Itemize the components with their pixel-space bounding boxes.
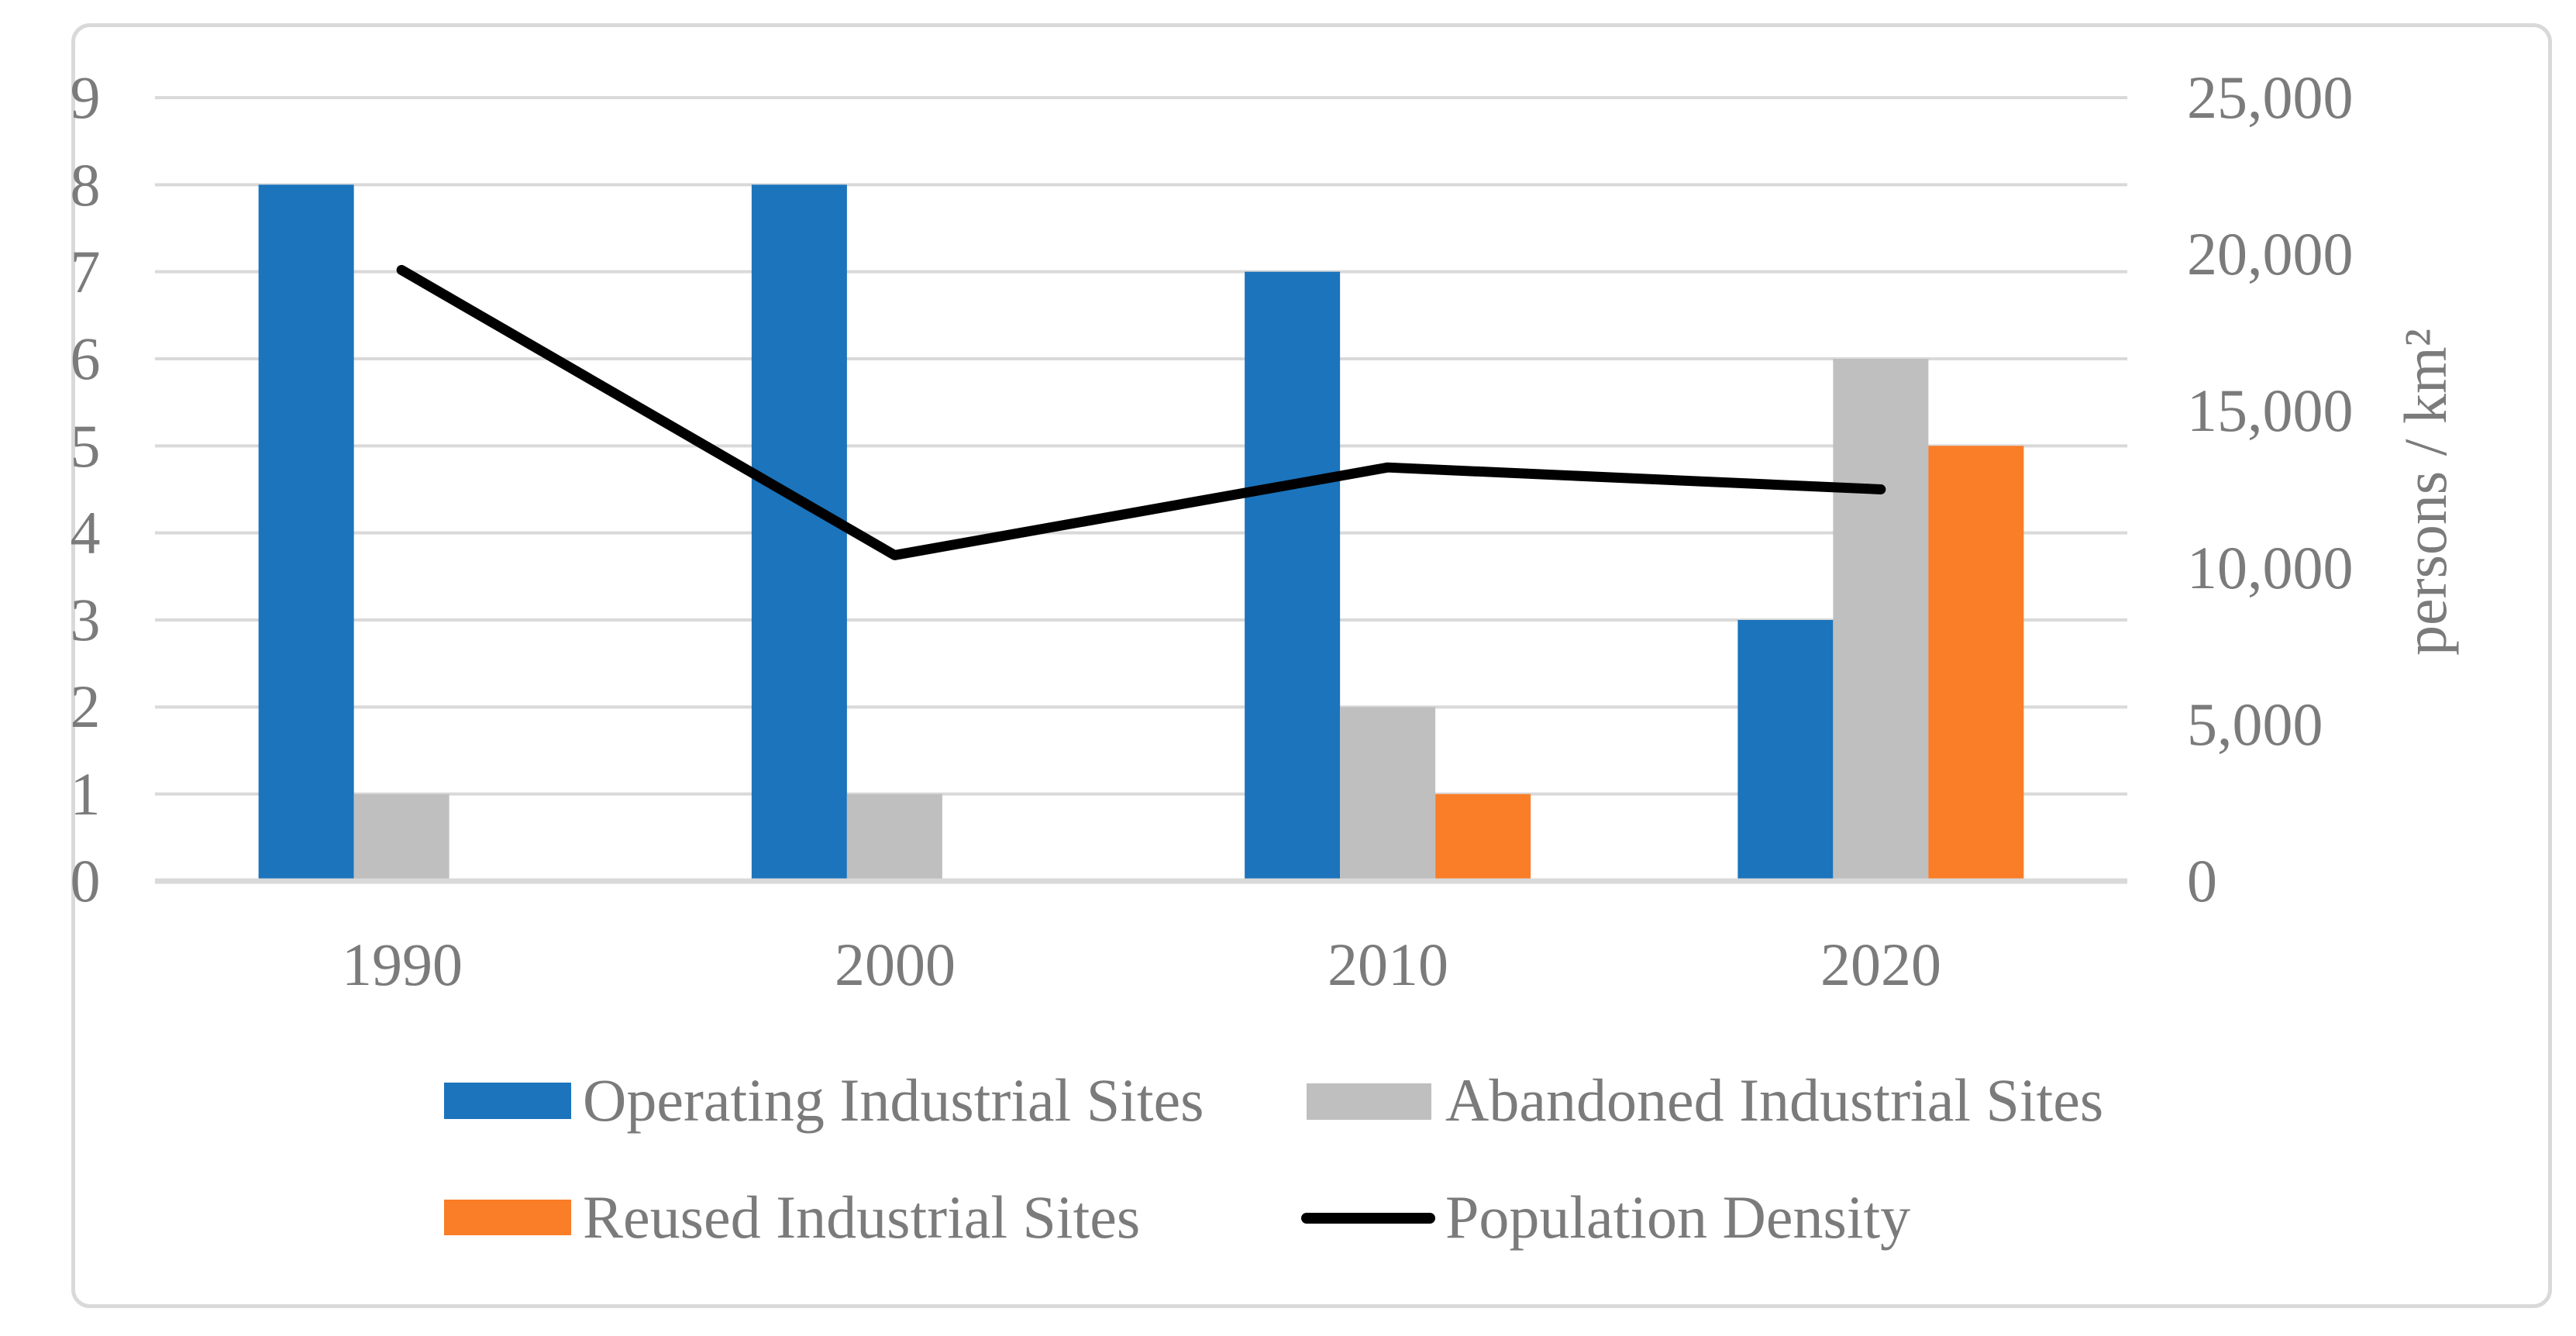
x-axis-label-1990: 1990 (342, 931, 463, 998)
left-axis-tick: 5 (70, 412, 101, 480)
x-axis-label-2010: 2010 (1328, 931, 1448, 998)
right-axis-tick: 0 (2187, 847, 2217, 914)
x-axis-label-2000: 2000 (835, 931, 956, 998)
left-axis-tick: 6 (70, 325, 101, 392)
right-axis-tick: 15,000 (2187, 377, 2354, 444)
legend-swatch-operating (444, 1083, 571, 1119)
legend-label-abandoned: Abandoned Industrial Sites (1445, 1066, 2104, 1134)
x-axis-label-2020: 2020 (1820, 931, 1941, 998)
left-axis-tick: 0 (70, 847, 101, 914)
right-axis-tick: 25,000 (2187, 64, 2354, 131)
left-axis-tick: 9 (70, 64, 101, 131)
left-axis-tick: 3 (70, 586, 101, 653)
legend-swatch-abandoned (1307, 1083, 1431, 1120)
legend-label-population-density: Population Density (1445, 1183, 1911, 1251)
left-axis-tick: 7 (70, 238, 101, 305)
left-axis-tick: 4 (70, 499, 101, 566)
legend-label-operating: Operating Industrial Sites (583, 1066, 1204, 1134)
right-axis-tick: 20,000 (2187, 220, 2354, 288)
legend-label-reused: Reused Industrial Sites (583, 1183, 1141, 1251)
right-axis-tick: 5,000 (2187, 690, 2323, 758)
left-axis-tick: 8 (70, 151, 101, 219)
right-axis-tick: 10,000 (2187, 534, 2354, 601)
left-axis-tick: 2 (70, 673, 101, 740)
legend-line-symbol (1301, 1213, 1435, 1224)
right-axis-title: persons / km² (2392, 328, 2459, 656)
legend-swatch-reused (444, 1200, 571, 1235)
left-axis-tick: 1 (70, 760, 101, 828)
